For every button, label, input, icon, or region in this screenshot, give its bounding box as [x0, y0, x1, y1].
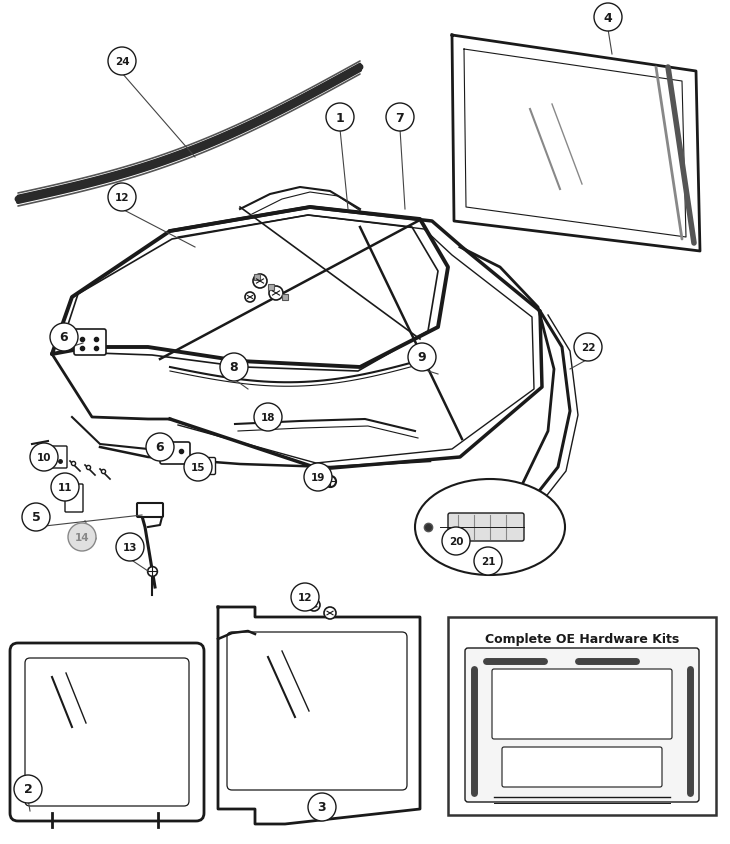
Text: 14: 14 — [74, 533, 89, 543]
Circle shape — [50, 323, 78, 352]
FancyBboxPatch shape — [227, 632, 407, 790]
Text: 3: 3 — [318, 801, 326, 814]
Circle shape — [442, 528, 470, 555]
Circle shape — [22, 503, 50, 532]
Circle shape — [291, 583, 319, 611]
Text: 2: 2 — [23, 782, 32, 796]
Circle shape — [408, 344, 436, 371]
Circle shape — [474, 548, 502, 576]
Circle shape — [324, 608, 336, 619]
Circle shape — [308, 793, 336, 821]
FancyBboxPatch shape — [448, 617, 716, 815]
Text: 11: 11 — [58, 483, 72, 492]
Text: 8: 8 — [230, 361, 238, 374]
Circle shape — [304, 463, 332, 491]
Text: 6: 6 — [155, 441, 164, 454]
Text: 4: 4 — [604, 12, 612, 24]
Text: 6: 6 — [60, 331, 69, 344]
Text: 15: 15 — [191, 463, 205, 473]
Circle shape — [146, 434, 174, 462]
Text: 20: 20 — [449, 537, 464, 546]
Text: 19: 19 — [311, 473, 325, 483]
FancyBboxPatch shape — [448, 513, 524, 541]
Circle shape — [253, 274, 267, 289]
Wedge shape — [74, 534, 96, 546]
Circle shape — [184, 453, 212, 481]
Circle shape — [220, 354, 248, 381]
Circle shape — [14, 775, 42, 803]
FancyBboxPatch shape — [502, 747, 662, 787]
Circle shape — [116, 533, 144, 561]
Circle shape — [51, 473, 79, 501]
Text: 9: 9 — [418, 351, 426, 364]
Circle shape — [108, 184, 136, 212]
Circle shape — [269, 287, 283, 300]
Text: 12: 12 — [115, 192, 129, 203]
Circle shape — [245, 293, 255, 303]
Circle shape — [254, 403, 282, 431]
Text: 12: 12 — [298, 592, 312, 603]
FancyBboxPatch shape — [492, 669, 672, 739]
Circle shape — [386, 104, 414, 132]
Text: 7: 7 — [396, 111, 404, 124]
Circle shape — [574, 333, 602, 361]
Ellipse shape — [415, 479, 565, 576]
FancyBboxPatch shape — [65, 484, 83, 512]
FancyBboxPatch shape — [74, 330, 106, 355]
Text: 1: 1 — [336, 111, 345, 124]
FancyBboxPatch shape — [137, 503, 163, 517]
Text: 5: 5 — [31, 511, 40, 524]
Circle shape — [108, 48, 136, 76]
FancyBboxPatch shape — [10, 643, 204, 821]
Circle shape — [326, 104, 354, 132]
Text: 21: 21 — [481, 556, 495, 566]
Circle shape — [68, 523, 96, 551]
Text: 13: 13 — [123, 543, 137, 552]
Circle shape — [594, 4, 622, 32]
FancyBboxPatch shape — [47, 446, 67, 468]
FancyBboxPatch shape — [465, 648, 699, 802]
Text: 24: 24 — [115, 57, 129, 67]
FancyBboxPatch shape — [160, 442, 190, 464]
Circle shape — [308, 599, 320, 611]
Text: 22: 22 — [581, 343, 595, 353]
FancyBboxPatch shape — [25, 658, 189, 806]
FancyBboxPatch shape — [194, 458, 215, 475]
Circle shape — [30, 443, 58, 472]
Text: 18: 18 — [261, 413, 275, 423]
Text: 10: 10 — [36, 452, 51, 463]
Text: Complete OE Hardware Kits: Complete OE Hardware Kits — [485, 633, 679, 646]
